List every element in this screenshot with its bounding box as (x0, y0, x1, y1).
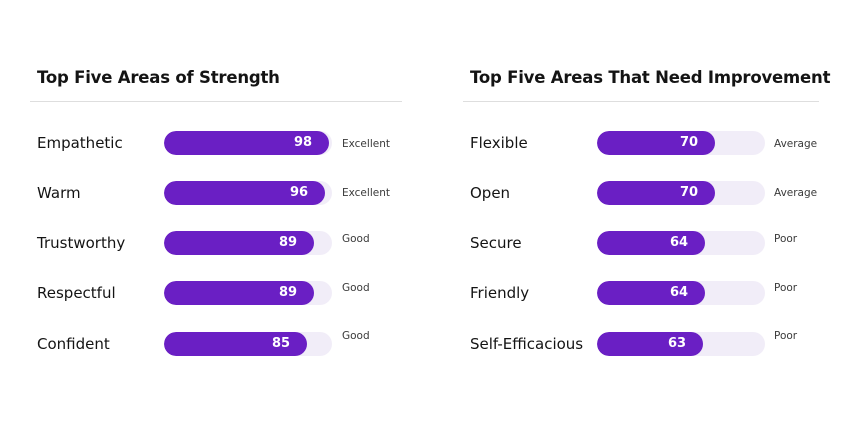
bar-fill (164, 181, 325, 205)
bar-track: 70 (597, 131, 765, 155)
bar-track: 89 (164, 231, 332, 255)
category-label: Warm (37, 184, 81, 202)
bar-value-label: 96 (289, 185, 309, 200)
bar-value-label: 98 (293, 135, 313, 150)
bar-value-label: 89 (278, 285, 298, 300)
category-label: Respectful (37, 284, 116, 302)
bar-value-label: 70 (679, 135, 699, 150)
improvement-row-secure: Secure 64 Poor (463, 231, 819, 261)
category-label: Confident (37, 335, 110, 353)
bar-value-label: 63 (667, 336, 687, 351)
bar-fill (164, 332, 307, 356)
bar-track: 64 (597, 281, 765, 305)
bar-track: 98 (164, 131, 332, 155)
category-label: Friendly (470, 284, 530, 302)
bar-track: 89 (164, 281, 332, 305)
category-label: Self-Efficacious (470, 335, 584, 353)
improvement-row-self-efficacious: Self-Efficacious 63 Poor (463, 330, 819, 362)
rating-label: Excellent (342, 187, 390, 199)
improvement-divider (463, 101, 819, 102)
bar-value-label: 64 (669, 285, 689, 300)
bar-fill (164, 281, 314, 305)
bar-fill (164, 131, 329, 155)
bar-fill (597, 231, 705, 255)
bar-track: 70 (597, 181, 765, 205)
strengths-row-warm: Warm 96 Excellent (30, 181, 402, 211)
rating-label: Average (774, 138, 818, 150)
category-label: Empathetic (37, 134, 123, 152)
bar-value-label: 64 (669, 235, 689, 250)
bar-fill (597, 181, 715, 205)
rating-label: Average (774, 187, 818, 199)
strengths-row-trustworthy: Trustworthy 89 Good (30, 231, 402, 261)
rating-label: Poor (774, 330, 798, 342)
bar-value-label: 89 (278, 235, 298, 250)
improvement-row-open: Open 70 Average (463, 181, 819, 211)
category-label: Trustworthy (37, 234, 126, 252)
rating-label: Excellent (342, 138, 390, 150)
strengths-row-confident: Confident 85 Good (30, 330, 402, 362)
improvement-row-friendly: Friendly 64 Poor (463, 281, 819, 311)
bar-fill (597, 332, 703, 356)
strengths-panel: Top Five Areas of Strength Empathetic 98 E… (30, 0, 402, 429)
bar-track: 63 (597, 332, 765, 356)
strengths-row-empathetic: Empathetic 98 Excellent (30, 131, 402, 161)
improvement-row-flexible: Flexible 70 Average (463, 131, 819, 161)
rating-label: Good (342, 282, 370, 294)
bar-track: 64 (597, 231, 765, 255)
rating-label: Good (342, 330, 370, 342)
bar-fill (597, 131, 715, 155)
rating-label: Poor (774, 233, 798, 245)
strengths-divider (30, 101, 402, 102)
bar-value-label: 85 (271, 336, 291, 351)
rating-label: Good (342, 233, 370, 245)
rating-label: Poor (774, 282, 798, 294)
category-label: Open (470, 184, 511, 202)
bar-value-label: 70 (679, 185, 699, 200)
strengths-title: Top Five Areas of Strength (37, 68, 280, 87)
improvement-panel: Top Five Areas That Need Improvement Fle… (463, 0, 830, 429)
bar-track: 96 (164, 181, 332, 205)
bar-track: 85 (164, 332, 332, 356)
category-label: Secure (470, 234, 522, 252)
strengths-row-respectful: Respectful 89 Good (30, 281, 402, 311)
category-label: Flexible (470, 134, 528, 152)
bar-fill (597, 281, 705, 305)
bar-fill (164, 231, 314, 255)
improvement-title: Top Five Areas That Need Improvement (470, 68, 831, 87)
